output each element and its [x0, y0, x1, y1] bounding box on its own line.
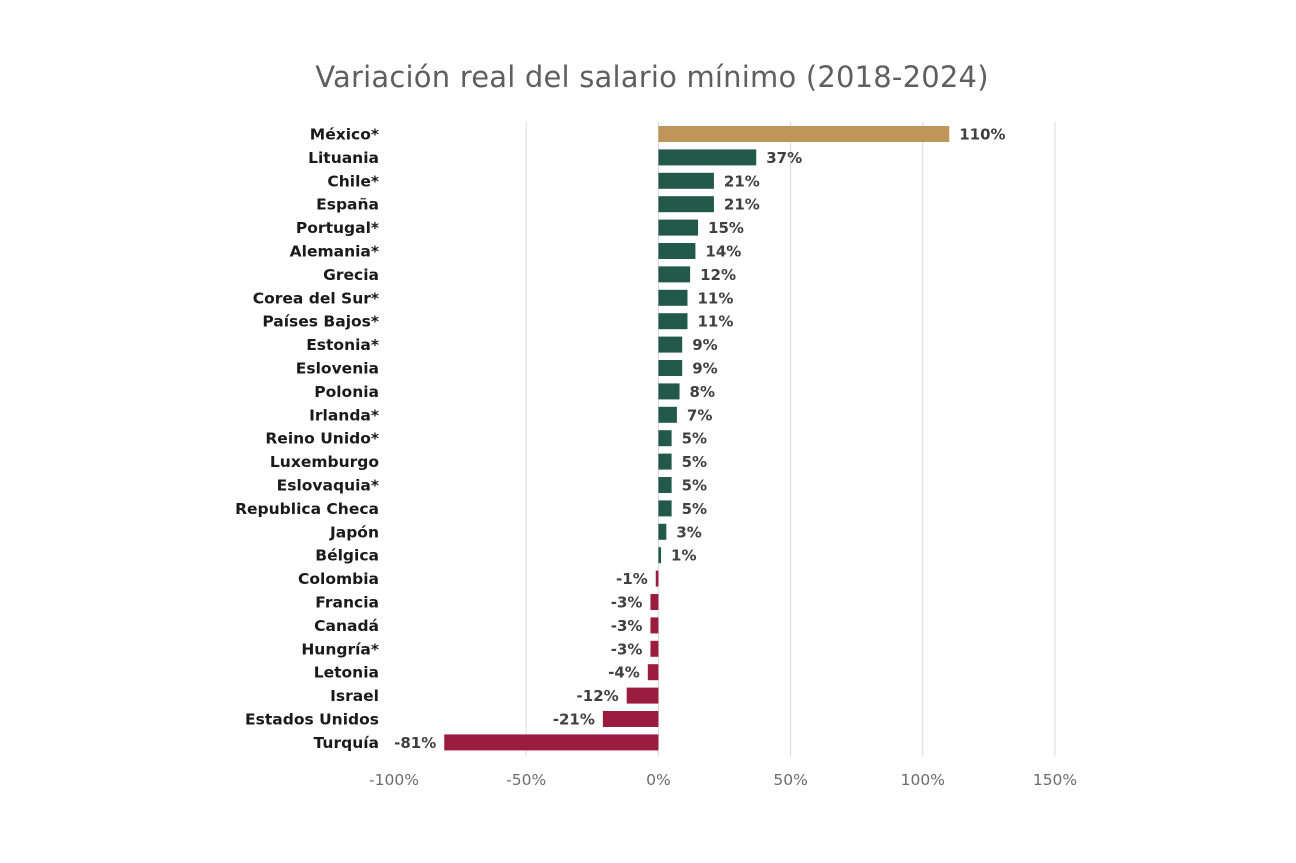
category-label: Republica Checa — [235, 500, 379, 518]
x-tick-label: 0% — [646, 771, 671, 789]
bar — [647, 664, 659, 681]
bar — [658, 289, 688, 306]
bar — [658, 453, 672, 470]
value-label: 8% — [690, 383, 715, 401]
category-label: Grecia — [323, 266, 379, 284]
bar — [658, 126, 950, 142]
bar — [658, 313, 688, 330]
category-label: Corea del Sur* — [253, 289, 379, 307]
category-label: Hungría* — [301, 640, 379, 658]
bar — [658, 383, 680, 400]
value-label: -3% — [611, 640, 643, 658]
x-tick-label: -50% — [506, 771, 546, 789]
category-label: Irlanda* — [309, 406, 379, 424]
category-label: Colombia — [298, 570, 379, 588]
value-label: 7% — [687, 406, 712, 424]
category-label: Países Bajos* — [262, 313, 379, 331]
value-label: 14% — [705, 243, 741, 261]
value-label: 9% — [692, 336, 717, 354]
bar — [602, 711, 659, 727]
bar — [658, 500, 672, 517]
x-tick-label: 50% — [773, 771, 807, 789]
value-label: 3% — [676, 523, 701, 541]
category-label: Bélgica — [315, 547, 379, 565]
bar — [444, 734, 659, 751]
bar — [650, 617, 659, 634]
x-tick-label: -100% — [369, 771, 419, 789]
gridlines — [525, 122, 1056, 756]
value-label: 5% — [682, 453, 707, 471]
value-label: -3% — [611, 594, 643, 612]
value-label: -21% — [553, 711, 595, 729]
category-label: Polonia — [314, 383, 379, 401]
category-label: Estados Unidos — [245, 711, 379, 729]
value-label: -81% — [394, 734, 436, 752]
value-label: 12% — [700, 266, 736, 284]
bar — [658, 266, 691, 283]
bar — [658, 149, 757, 166]
value-label: -12% — [577, 687, 619, 705]
bar — [658, 336, 683, 353]
value-label: 21% — [724, 196, 760, 214]
bar — [658, 196, 714, 213]
category-label: Letonia — [314, 664, 379, 682]
value-label: 5% — [682, 500, 707, 518]
bar — [658, 172, 714, 189]
bar — [650, 594, 659, 610]
category-label: Eslovaquia* — [277, 477, 379, 495]
bar — [658, 219, 699, 236]
category-label: Israel — [330, 687, 379, 705]
category-label: Francia — [315, 594, 379, 612]
value-label: 11% — [697, 289, 733, 307]
x-axis-ticks: -100% -50% 0% 50% 100% 150% — [369, 771, 1077, 789]
category-label: Luxemburgo — [270, 453, 379, 471]
value-label: 110% — [959, 126, 1005, 144]
bar — [626, 687, 659, 704]
value-label: 21% — [724, 172, 760, 190]
value-label: 9% — [692, 360, 717, 378]
bar — [658, 523, 667, 540]
value-label: 5% — [682, 477, 707, 495]
bar — [650, 640, 659, 657]
x-tick-label: 100% — [901, 771, 945, 789]
value-labels: 110% 37% 21% 21% 15% 14% 12% 11% 11% 9% 9% 8% 7% 5% 5%… — [394, 126, 1005, 752]
category-label: Estonia* — [306, 336, 379, 354]
category-label: Alemania* — [290, 243, 379, 261]
x-tick-label: 150% — [1033, 771, 1077, 789]
value-label: -3% — [611, 617, 643, 635]
value-label: 37% — [766, 149, 802, 167]
category-label: Japón — [329, 523, 379, 541]
value-label: 11% — [697, 313, 733, 331]
value-label: 1% — [671, 547, 696, 565]
bar — [658, 547, 662, 564]
value-label: 5% — [682, 430, 707, 448]
bar — [658, 477, 672, 493]
category-label: España — [316, 196, 379, 214]
value-label: -4% — [608, 664, 640, 682]
value-label: 15% — [708, 219, 744, 237]
value-label: -1% — [616, 570, 648, 588]
bar — [658, 406, 677, 423]
category-label: México* — [310, 126, 379, 144]
category-label: Canadá — [314, 617, 379, 635]
bar — [658, 360, 683, 376]
category-label: Portugal* — [296, 219, 379, 237]
category-labels: México* Lituania Chile* España Portugal* Alem… — [235, 126, 379, 752]
bar — [655, 570, 659, 587]
category-label: Lituania — [308, 149, 379, 167]
category-label: Eslovenia — [296, 360, 379, 378]
chart-title: Variación real del salario mínimo (2018-… — [315, 60, 989, 94]
bar — [658, 430, 672, 447]
category-label: Chile* — [327, 172, 379, 190]
bars — [444, 126, 950, 751]
bar — [658, 243, 696, 259]
category-label: Turquía — [314, 734, 379, 752]
category-label: Reino Unido* — [265, 430, 379, 448]
